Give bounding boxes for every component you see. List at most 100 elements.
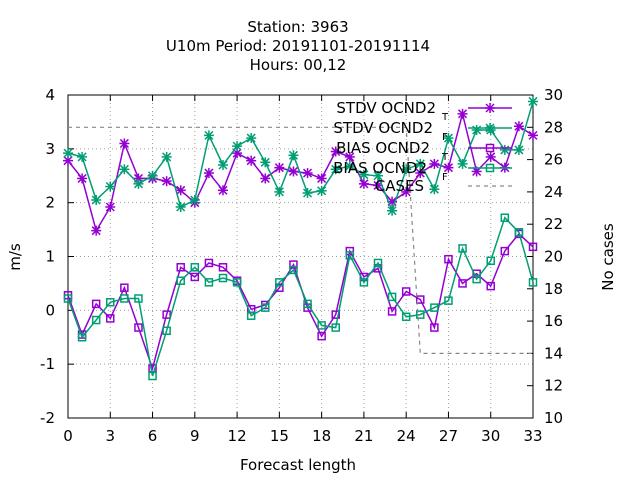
data-point: [387, 292, 397, 302]
x-tick-label: 30: [481, 427, 500, 445]
data-point: [471, 124, 482, 135]
data-point: [204, 278, 214, 287]
data-point: [134, 294, 143, 303]
legend-label: BIAS OCND2: [333, 159, 427, 177]
data-point: [162, 326, 171, 336]
axis-ticks: 0 3 6 9 12 15 18 21 24 27 30 33-2-10123410121416182…: [40, 86, 563, 445]
data-point: [344, 151, 355, 162]
data-point: [416, 295, 425, 304]
data-point: [358, 169, 369, 180]
data-point: [485, 163, 495, 173]
x-tick-label: 3: [105, 427, 115, 445]
y-tick-label: -1: [40, 355, 55, 373]
data-point: [190, 272, 200, 282]
data-point: [443, 133, 454, 144]
y2-tick-label: 16: [544, 312, 563, 330]
data-point: [528, 96, 538, 107]
data-point: [387, 205, 398, 216]
data-point: [105, 201, 116, 212]
data-point: [203, 168, 214, 179]
data-point: [288, 166, 299, 177]
legend-label: CASES: [375, 177, 424, 195]
data-point: [260, 157, 271, 168]
legend-entry: STDV OCND2 F: [333, 119, 512, 143]
title-line-1: Station: 3963: [247, 18, 348, 36]
data-point: [274, 162, 285, 173]
y-tick-label: -2: [40, 409, 55, 427]
data-point: [148, 371, 157, 381]
legend-label: STDV OCND2: [336, 99, 436, 117]
data-point: [189, 194, 200, 205]
series-line: [67, 232, 534, 372]
x-tick-label: 27: [439, 427, 458, 445]
data-point: [63, 148, 73, 159]
x-tick-label: 18: [312, 427, 331, 445]
y2-tick-label: 14: [544, 344, 563, 362]
data-point: [528, 242, 538, 252]
x-tick-label: 0: [63, 427, 73, 445]
data-point: [528, 130, 538, 141]
x-tick-label: 6: [148, 427, 158, 445]
legend-label: BIAS OCND2: [336, 139, 430, 157]
chart-title: Station: 3963 U10m Period: 20191101-2019…: [166, 18, 430, 74]
data-point: [401, 312, 411, 322]
legend-entry: BIAS OCND2 T: [336, 139, 512, 163]
data-point: [373, 258, 383, 268]
data-point: [303, 299, 312, 309]
data-point: [218, 273, 228, 283]
data-point: [77, 151, 88, 162]
x-tick-label: 9: [190, 427, 200, 445]
data-point: [261, 303, 270, 312]
legend-suffix: F: [442, 132, 448, 143]
data-point: [120, 283, 129, 292]
x-tick-label: 12: [228, 427, 247, 445]
data-point: [133, 178, 144, 189]
data-point: [486, 256, 495, 266]
legend-entry: BIAS OCND2 F: [333, 159, 512, 183]
data-point: [204, 258, 214, 268]
data-point: [358, 178, 369, 189]
data-point: [91, 194, 102, 205]
data-point: [443, 162, 454, 173]
y-tick-label: 1: [45, 248, 55, 266]
data-point: [203, 130, 214, 141]
data-point: [161, 176, 172, 187]
y-tick-label: 2: [45, 194, 55, 212]
data-point: [246, 155, 257, 166]
data-point: [232, 141, 243, 152]
data-point: [316, 173, 327, 184]
title-line-3: Hours: 00,12: [250, 56, 347, 74]
data-point: [218, 159, 228, 170]
y2-tick-label: 30: [544, 86, 563, 104]
y2-tick-label: 26: [544, 151, 563, 169]
y2-tick-label: 18: [544, 280, 563, 298]
data-point: [401, 186, 412, 197]
series-line: [67, 101, 534, 213]
data-point: [344, 161, 355, 172]
data-point: [175, 185, 186, 196]
data-point: [485, 143, 495, 153]
x-axis-label: Forecast length: [240, 456, 356, 474]
data-point: [218, 185, 228, 196]
x-tick-label: 24: [397, 427, 416, 445]
data-point: [514, 228, 524, 237]
data-point: [119, 164, 130, 175]
series-4: [68, 126, 533, 354]
data-point: [246, 133, 257, 144]
data-point: [486, 281, 495, 291]
x-tick-label: 15: [270, 427, 289, 445]
data-point: [120, 294, 129, 303]
data-point: [528, 278, 538, 287]
data-point: [415, 158, 426, 169]
data-point: [218, 263, 228, 272]
data-point: [416, 310, 425, 319]
data-point: [401, 287, 411, 296]
data-point: [161, 151, 172, 162]
data-point: [302, 187, 313, 198]
y-axis-label: m/s: [6, 243, 24, 271]
data-point: [458, 244, 467, 253]
data-point: [513, 121, 524, 132]
data-point: [63, 155, 73, 166]
y2-tick-label: 12: [544, 377, 563, 395]
data-point: [499, 144, 510, 155]
